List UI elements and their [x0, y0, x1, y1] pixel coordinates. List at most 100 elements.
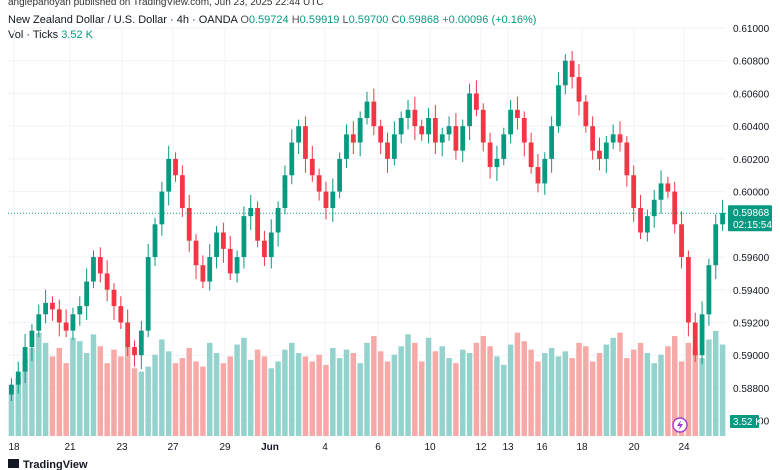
volume-bar [466, 353, 473, 436]
candle-body [152, 224, 158, 258]
candle-body [248, 207, 254, 217]
time-tick-label: 21 [64, 442, 76, 453]
volume-bar [268, 368, 275, 436]
volume-bar [77, 341, 83, 436]
volume-bar [713, 331, 719, 436]
volume-bar [124, 346, 131, 436]
candle-body [426, 117, 431, 135]
volume-bar [542, 353, 548, 436]
candle-body [357, 117, 363, 143]
candle-body [617, 134, 623, 143]
time-tick-label: Jun [261, 442, 279, 453]
time-tick-label: 20 [628, 442, 640, 453]
candle-body [275, 207, 281, 233]
time-tick-label: 6 [375, 442, 381, 453]
volume-bar [446, 358, 452, 436]
volume-badge-text: 3.52 K [733, 417, 762, 428]
candle-body [528, 142, 534, 168]
price-tick-label: 0.59600 [733, 253, 770, 264]
candle-body [713, 224, 719, 266]
candle-body [685, 257, 691, 323]
symbol-title[interactable]: New Zealand Dollar / U.S. Dollar · 4h · … [8, 14, 238, 26]
candle-body [494, 158, 500, 168]
candle-body [508, 109, 513, 135]
volume-bar [159, 339, 165, 436]
candle-body [193, 240, 199, 266]
volume-bar [528, 349, 534, 436]
volume-bar [432, 351, 439, 436]
candle-body [467, 93, 472, 127]
volume-bar [398, 346, 404, 436]
volume-bar [439, 346, 445, 436]
volume-bar [118, 356, 124, 436]
candle-body [398, 117, 404, 135]
volume-bar [576, 342, 582, 436]
candle-body [631, 175, 637, 208]
candle-body [501, 134, 507, 159]
candle-body [391, 134, 397, 159]
last-price-badge [728, 205, 772, 232]
volume-legend: Vol · Ticks 3.52 K [8, 29, 93, 41]
volume-bar [282, 349, 288, 436]
volume-bar [501, 364, 507, 436]
candle-body [706, 265, 712, 315]
volume-bar [706, 339, 712, 436]
candle-body [665, 183, 671, 192]
candle-body [378, 126, 384, 143]
close-label: C [391, 14, 400, 26]
candle-body [22, 347, 28, 372]
candle-body [405, 109, 411, 118]
candle-body [15, 371, 21, 385]
volume-bar [36, 332, 42, 436]
time-tick-label: 12 [475, 442, 487, 453]
candle-body [364, 101, 370, 118]
volume-bar [220, 363, 227, 436]
volume-bar [685, 342, 692, 436]
candle-body [50, 302, 55, 310]
candle-body [200, 265, 206, 282]
volume-bar [651, 363, 657, 436]
volume-bar [179, 358, 186, 436]
candle-body [268, 232, 274, 258]
volume-bar [152, 354, 158, 436]
volume-bar [453, 363, 459, 436]
price-tick-label: 0.60400 [733, 122, 770, 133]
price-tick-label: 0.59000 [733, 351, 770, 362]
candle-body [350, 134, 356, 143]
volume-bar [261, 356, 268, 436]
volume-bar [583, 346, 589, 436]
time-tick-label: 18 [8, 442, 20, 453]
open-label: O [240, 14, 249, 26]
change-value: +0.00096 (+0.16%) [442, 14, 537, 26]
volume-bar [678, 361, 685, 436]
volume-bar [248, 359, 254, 436]
low-label: L [342, 14, 349, 26]
publisher-line: anglepanoyan published on TradingView.co… [8, 0, 324, 8]
volume-bar [555, 356, 562, 436]
volume-bar [425, 337, 432, 436]
volume-bars [8, 331, 726, 436]
candle-body [84, 281, 90, 307]
volume-bar [357, 363, 363, 436]
candle-body [43, 302, 49, 315]
volume-bar [83, 353, 90, 436]
price-tick-label: 0.60600 [733, 89, 770, 100]
candle-body [145, 257, 151, 331]
candle-body [439, 134, 445, 143]
candle-body [453, 126, 459, 151]
candle-body [56, 309, 62, 323]
candle-body [179, 175, 185, 208]
candle-body [385, 142, 390, 159]
candle-body [432, 117, 438, 143]
candle-body [221, 232, 226, 249]
time-tick-label: 16 [536, 442, 548, 453]
volume-bar [49, 356, 56, 436]
volume-bar [377, 351, 384, 436]
volume-bar [336, 358, 343, 436]
candle-body [138, 330, 144, 356]
candle-body [446, 126, 452, 135]
footer-logo-icon [8, 459, 19, 468]
volume-label[interactable]: Vol · Ticks [8, 29, 59, 41]
time-tick-label: 4 [322, 442, 328, 453]
